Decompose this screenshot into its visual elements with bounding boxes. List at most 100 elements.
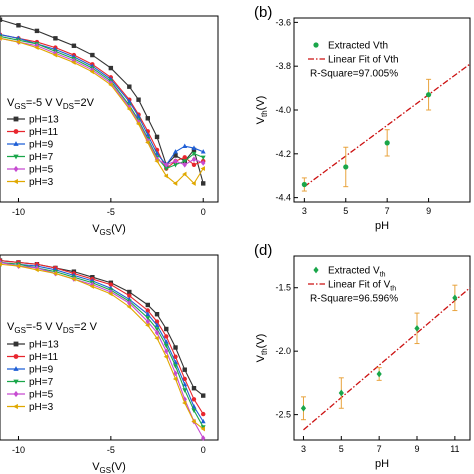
y-tick-label: -4.0 — [275, 105, 291, 115]
legend-marker — [13, 165, 19, 173]
legend-entry: pH=11 — [29, 352, 58, 363]
data-point — [154, 329, 160, 336]
legend-marker — [13, 178, 18, 185]
plot-frame — [0, 15, 219, 203]
data-point — [15, 39, 21, 45]
x-tick-label: 3 — [302, 206, 307, 216]
data-point — [127, 289, 132, 295]
data-point — [173, 354, 178, 359]
legend-entry: Extracted Vth — [328, 266, 386, 279]
data-point — [182, 367, 187, 372]
legend-marker — [13, 116, 19, 122]
y-tick-label: -4.2 — [275, 149, 291, 159]
data-point — [182, 143, 188, 148]
legend-marker — [313, 42, 319, 48]
x-tick-label: -5 — [107, 445, 115, 455]
legend-marker — [13, 390, 19, 398]
r-square-label: R-Square=96.596% — [310, 294, 398, 305]
legend-entry: pH=9 — [29, 140, 54, 151]
data-point — [163, 354, 169, 360]
x-tick-label: 0 — [201, 207, 206, 217]
data-point — [182, 155, 187, 160]
data-point — [201, 181, 206, 186]
legend-entry: pH=7 — [29, 152, 54, 163]
data-point — [191, 162, 197, 167]
data-point — [173, 158, 178, 164]
series-line — [0, 34, 204, 166]
data-point — [16, 23, 21, 28]
data-point — [201, 435, 206, 442]
data-point — [136, 113, 141, 119]
data-point — [301, 181, 307, 188]
y-tick-label: -1.5 — [275, 283, 291, 293]
data-point — [173, 149, 178, 154]
data-point — [425, 92, 432, 98]
legend-marker — [13, 354, 19, 359]
data-point — [200, 426, 205, 432]
legend-entry: Linear Fit of Vth — [328, 55, 399, 66]
x-tick-label: 9 — [426, 206, 431, 216]
data-point — [164, 326, 169, 332]
panel-label: (d) — [254, 242, 272, 259]
data-point — [191, 156, 197, 163]
data-point — [154, 335, 159, 341]
data-point — [127, 300, 132, 306]
data-point — [154, 134, 160, 140]
x-tick-label: 7 — [377, 444, 382, 454]
data-point — [145, 322, 150, 328]
legend-entry: pH=7 — [29, 377, 54, 388]
data-point — [154, 319, 160, 324]
legend-entry: pH=5 — [29, 165, 54, 176]
data-point — [145, 311, 151, 316]
y-tick-label: -2.5 — [275, 410, 291, 420]
r-square-label: R-Square=97.005% — [310, 69, 398, 80]
x-axis-label: VGS(V) — [92, 461, 126, 474]
data-point — [126, 304, 132, 310]
data-point — [163, 173, 169, 179]
series-line — [0, 37, 204, 185]
y-axis-label: Vth(V) — [255, 334, 269, 363]
data-point — [71, 276, 76, 282]
data-point — [108, 282, 114, 287]
data-point — [173, 364, 178, 369]
data-point — [173, 345, 178, 350]
data-point — [173, 370, 178, 377]
legend-entry: pH=5 — [29, 390, 54, 401]
data-point — [191, 386, 197, 391]
legend-entry: pH=11 — [29, 127, 58, 138]
x-axis-label: pH — [375, 220, 389, 232]
data-point — [182, 161, 187, 168]
panel-b-chart: 3 5 7 9 -3.6 -3.8 -4.0 -4.2 -4.4 pH Vth(V) (b) Extra… — [254, 4, 471, 232]
data-point — [135, 121, 141, 127]
data-point — [145, 316, 151, 321]
legend-marker — [13, 154, 19, 160]
data-point — [164, 161, 169, 168]
data-point — [145, 116, 150, 121]
data-point — [191, 180, 196, 186]
data-point — [163, 343, 169, 349]
legend-entry: pH=9 — [29, 365, 54, 376]
data-point — [145, 308, 150, 313]
y-tick-label: -4.4 — [275, 193, 291, 203]
x-tick-label: 0 — [201, 445, 206, 455]
data-point — [136, 97, 141, 102]
data-point — [191, 147, 197, 153]
x-tick-label: 5 — [343, 206, 348, 216]
data-point — [163, 166, 169, 172]
panel-label: (b) — [254, 4, 272, 21]
data-point — [173, 163, 178, 168]
x-tick-label: 5 — [339, 444, 344, 454]
y-tick-label: -3.8 — [275, 61, 291, 71]
data-point — [71, 43, 77, 48]
data-point — [52, 52, 58, 58]
data-point — [126, 106, 132, 112]
legend-marker — [13, 379, 19, 385]
y-axis-label: Vth(V) — [255, 96, 269, 125]
series-line — [0, 37, 204, 166]
data-point — [201, 160, 206, 166]
data-point — [200, 155, 206, 160]
data-point — [191, 145, 197, 150]
data-point — [145, 318, 150, 325]
